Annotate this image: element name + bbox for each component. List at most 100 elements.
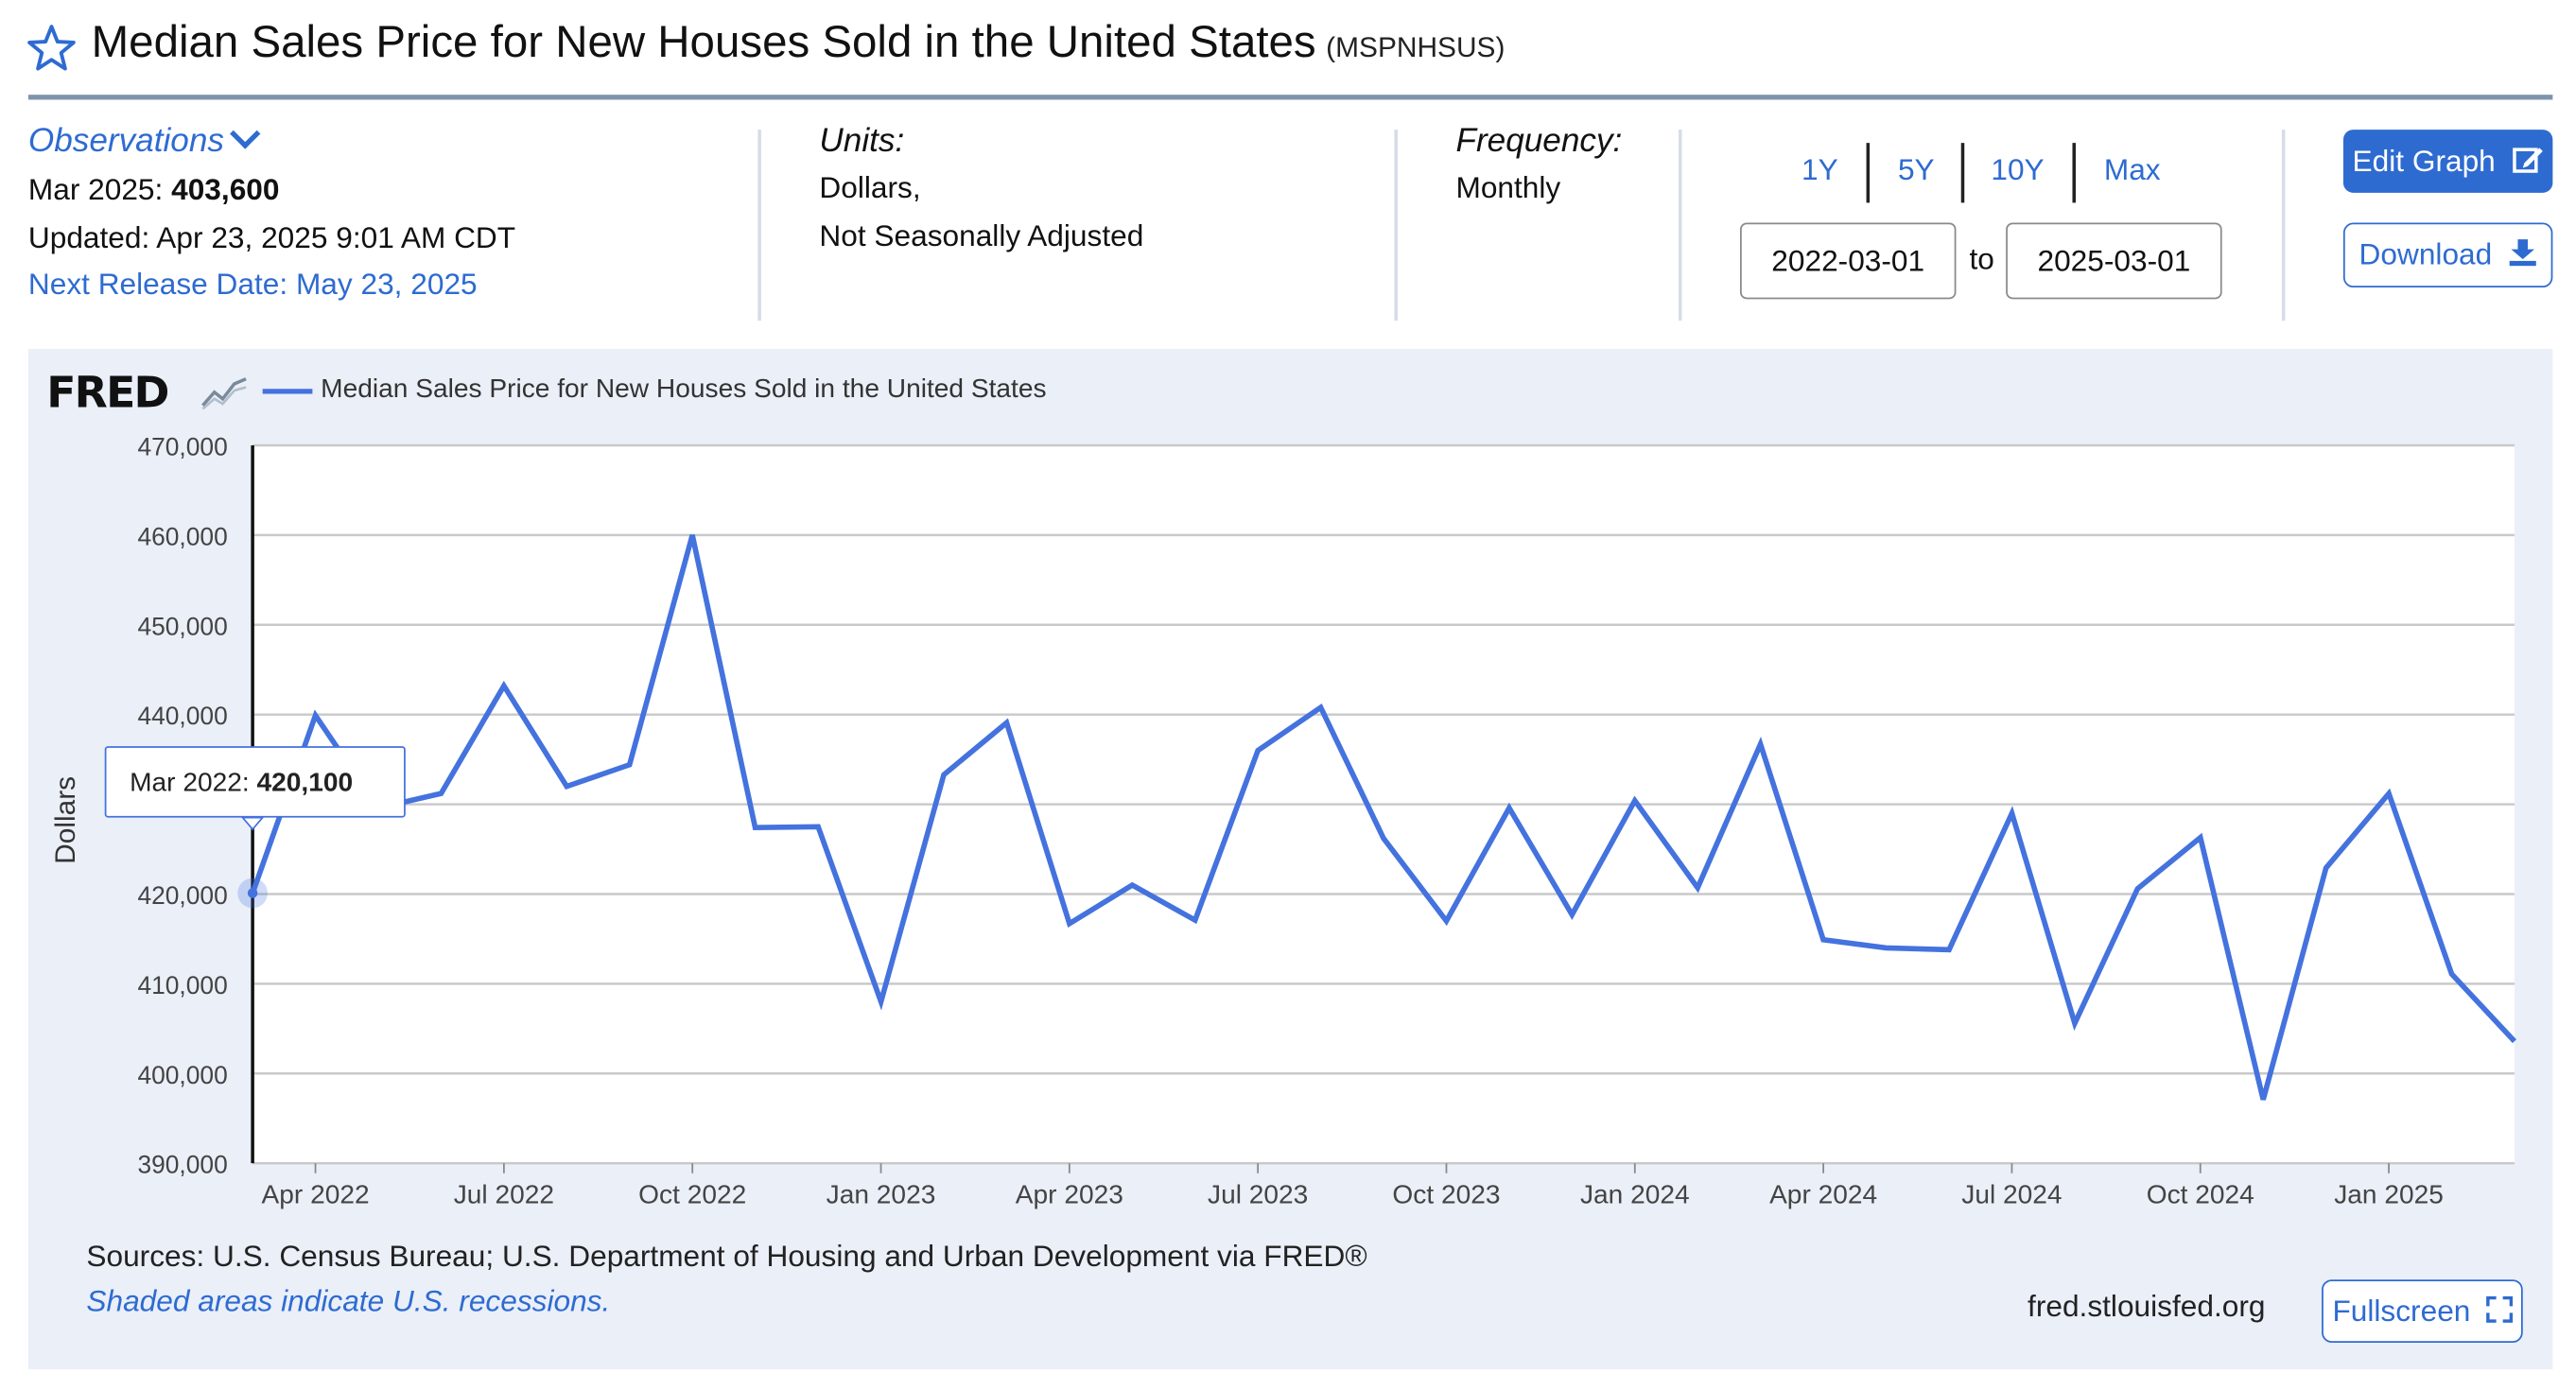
observation-date: Mar 2025:: [27, 172, 164, 206]
tooltip-pointer: [240, 816, 265, 831]
data-point: [1820, 936, 1827, 943]
data-point: [1129, 881, 1136, 888]
x-tick-label: Jul 2023: [1208, 1179, 1308, 1208]
info-divider: [1678, 130, 1682, 322]
page-title: Median Sales Price for New Houses Sold i…: [92, 17, 1506, 68]
observations-label[interactable]: Observations: [27, 123, 224, 160]
series-line: [250, 534, 2517, 1101]
start-date-input[interactable]: 2022-03-01: [1739, 222, 1957, 300]
x-tick-label: Apr 2022: [262, 1179, 370, 1208]
data-point: [1569, 912, 1575, 918]
range-max-button[interactable]: Max: [2103, 152, 2161, 186]
hover-marker-center: [247, 888, 258, 898]
data-point: [1506, 805, 1512, 811]
data-point: [689, 531, 696, 538]
download-label[interactable]: Download: [2358, 237, 2493, 271]
edit-graph-button[interactable]: Edit Graph: [2342, 130, 2553, 193]
y-tick-label: 400,000: [137, 1061, 227, 1089]
fullscreen-label[interactable]: Fullscreen: [2332, 1295, 2471, 1329]
data-point: [752, 825, 758, 831]
tooltip-value: 420,100: [256, 769, 354, 798]
data-point: [1695, 884, 1701, 891]
data-point: [2071, 1020, 2078, 1027]
data-point: [1192, 916, 1198, 923]
data-point: [438, 791, 444, 797]
range-divider: [1866, 143, 1871, 203]
data-point: [1317, 704, 1324, 711]
legend-label: Median Sales Price for New Houses Sold i…: [321, 375, 1047, 405]
latest-observation: Mar 2025: 403,600: [28, 173, 280, 208]
end-date-input[interactable]: 2025-03-01: [2006, 222, 2222, 300]
info-divider: [1394, 130, 1398, 322]
data-point: [878, 999, 884, 1005]
next-release-link[interactable]: Next Release Date: May 23, 2025: [27, 267, 478, 302]
y-tick-label: 390,000: [137, 1151, 227, 1179]
range-1y-button[interactable]: 1Y: [1801, 152, 1838, 186]
data-point: [626, 761, 633, 768]
fred-logo-chart-icon: [201, 377, 247, 410]
data-point: [815, 824, 822, 830]
y-tick-label: 410,000: [137, 971, 227, 999]
info-divider: [757, 130, 761, 322]
range-divider: [2072, 143, 2076, 203]
range-10y-button[interactable]: 10Y: [1991, 152, 2045, 186]
data-point: [1381, 835, 1387, 842]
edit-graph-label[interactable]: Edit Graph: [2352, 144, 2496, 179]
download-icon: [2508, 239, 2535, 267]
data-point: [1443, 917, 1450, 924]
data-point: [312, 712, 319, 719]
range-divider: [1960, 143, 1965, 203]
star-icon[interactable]: [26, 24, 77, 74]
site-url[interactable]: fred.stlouisfed.org: [2028, 1289, 2266, 1323]
x-tick-label: Oct 2022: [638, 1179, 746, 1208]
date-to-label: to: [1969, 242, 1994, 276]
sources-text: Sources: U.S. Census Bureau; U.S. Depart…: [86, 1240, 1367, 1274]
data-point: [564, 783, 570, 790]
recession-note: Shaded areas indicate U.S. recessions.: [86, 1284, 611, 1318]
units-value-line1: Dollars,: [819, 171, 921, 205]
units-label: Units:: [819, 123, 905, 160]
frequency-label: Frequency:: [1455, 123, 1623, 160]
data-point: [940, 772, 947, 778]
y-tick-label: 420,000: [137, 881, 227, 910]
data-point: [2134, 885, 2141, 892]
observation-value: 403,600: [171, 172, 280, 206]
data-point: [2260, 1096, 2267, 1103]
units-value-line2: Not Seasonally Adjusted: [819, 218, 1144, 253]
data-point: [1003, 720, 1010, 726]
tooltip-date: Mar 2022:: [130, 769, 250, 798]
y-tick-label: 460,000: [137, 522, 227, 550]
x-tick-label: Apr 2024: [1769, 1179, 1877, 1208]
edit-icon: [2512, 148, 2542, 174]
x-tick-label: Apr 2023: [1016, 1179, 1123, 1208]
range-5y-button[interactable]: 5Y: [1897, 152, 1935, 186]
frequency-value: Monthly: [1455, 171, 1561, 205]
data-point: [2323, 864, 2329, 871]
x-tick-label: Jan 2024: [1580, 1179, 1690, 1208]
y-tick-label: 450,000: [137, 612, 227, 640]
data-point: [2511, 1038, 2517, 1045]
data-point: [1631, 797, 1638, 804]
x-tick-label: Oct 2023: [1392, 1179, 1500, 1208]
fred-logo: FRED: [46, 369, 169, 419]
data-point: [2448, 970, 2455, 977]
y-tick-label: 440,000: [137, 702, 227, 730]
data-point: [1757, 740, 1764, 747]
fullscreen-button[interactable]: Fullscreen: [2322, 1279, 2523, 1343]
y-tick-label: 470,000: [137, 433, 227, 461]
data-point: [1945, 947, 1952, 953]
chart-tooltip: Mar 2022: 420,100: [104, 746, 406, 818]
data-point: [1066, 920, 1072, 927]
download-button[interactable]: Download: [2342, 222, 2553, 288]
data-point: [2197, 834, 2203, 841]
x-tick-label: Jan 2023: [827, 1179, 936, 1208]
observations-dropdown[interactable]: Observations: [27, 118, 261, 161]
data-point: [1883, 945, 1889, 951]
series-id: (MSPNHSUS): [1326, 31, 1506, 63]
updated-text: Updated: Apr 23, 2025 9:01 AM CDT: [27, 220, 516, 254]
data-point: [2009, 810, 2015, 817]
x-tick-label: Oct 2024: [2147, 1179, 2254, 1208]
data-point: [2386, 791, 2393, 797]
y-axis-label: Dollars: [49, 775, 82, 864]
